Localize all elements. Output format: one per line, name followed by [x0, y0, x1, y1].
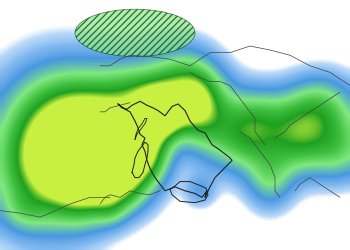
Ellipse shape — [75, 9, 195, 56]
